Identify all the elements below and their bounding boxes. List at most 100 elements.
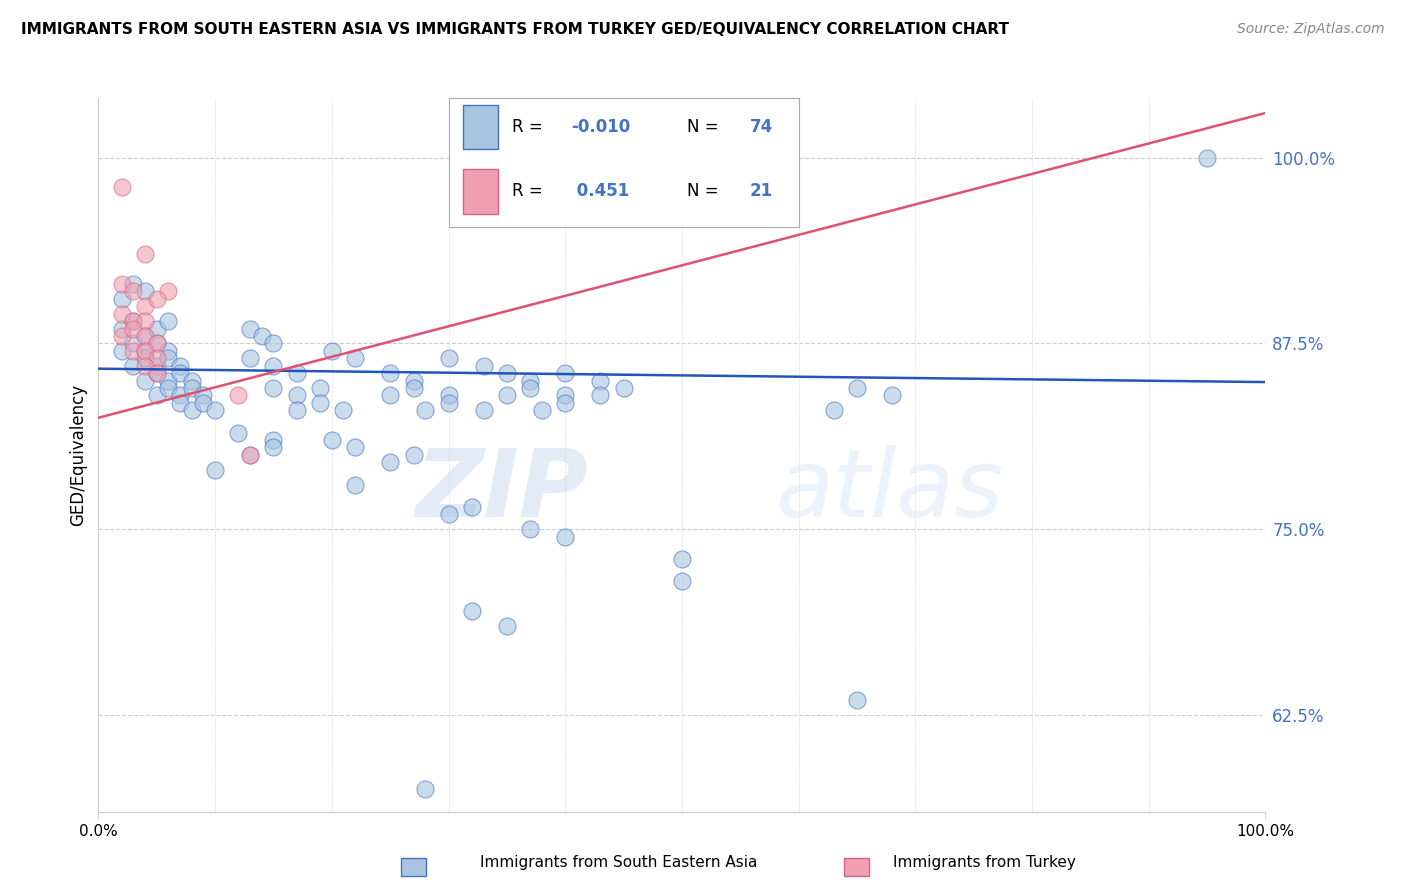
- Point: [250, 329, 273, 343]
- Point: [146, 366, 169, 380]
- Point: [262, 336, 284, 351]
- Point: [554, 366, 576, 380]
- Point: [134, 343, 156, 358]
- Point: [239, 448, 262, 462]
- Point: [472, 359, 495, 373]
- Point: [461, 604, 484, 618]
- Point: [134, 314, 156, 328]
- Point: [146, 388, 169, 402]
- Point: [309, 381, 332, 395]
- Point: [193, 396, 215, 410]
- Point: [437, 388, 460, 402]
- Point: [134, 285, 156, 299]
- Point: [262, 359, 284, 373]
- Point: [111, 321, 134, 335]
- Point: [472, 403, 495, 417]
- Point: [262, 433, 284, 447]
- Point: [146, 336, 169, 351]
- Point: [285, 366, 308, 380]
- Point: [122, 336, 145, 351]
- Point: [413, 782, 436, 797]
- Y-axis label: GED/Equivalency: GED/Equivalency: [69, 384, 87, 526]
- Point: [519, 374, 541, 388]
- Point: [378, 366, 402, 380]
- Point: [239, 321, 262, 335]
- Point: [157, 314, 180, 328]
- Point: [204, 463, 226, 477]
- Point: [146, 351, 169, 366]
- Point: [344, 441, 367, 455]
- Point: [180, 381, 202, 395]
- Point: [589, 388, 612, 402]
- Point: [157, 351, 180, 366]
- Point: [437, 508, 460, 522]
- Point: [530, 403, 553, 417]
- Point: [157, 381, 180, 395]
- Point: [134, 359, 156, 373]
- Point: [111, 180, 134, 194]
- Point: [111, 277, 134, 291]
- Point: [332, 403, 354, 417]
- Point: [671, 574, 693, 589]
- Point: [519, 381, 541, 395]
- Point: [402, 448, 425, 462]
- Point: [1195, 151, 1218, 165]
- Point: [157, 374, 180, 388]
- Point: [378, 388, 402, 402]
- Point: [134, 351, 156, 366]
- Point: [204, 403, 226, 417]
- Point: [111, 329, 134, 343]
- Point: [285, 403, 308, 417]
- Point: [413, 403, 436, 417]
- Point: [402, 374, 425, 388]
- Point: [321, 433, 343, 447]
- Text: ZIP: ZIP: [416, 444, 589, 537]
- Point: [437, 351, 460, 366]
- Point: [169, 388, 191, 402]
- Point: [134, 247, 156, 261]
- Point: [309, 396, 332, 410]
- Point: [134, 374, 156, 388]
- Point: [122, 359, 145, 373]
- Point: [111, 292, 134, 306]
- Point: [134, 343, 156, 358]
- Point: [519, 522, 541, 536]
- Point: [122, 314, 145, 328]
- Point: [554, 396, 576, 410]
- Point: [157, 285, 180, 299]
- Point: [146, 321, 169, 335]
- Point: [495, 388, 517, 402]
- Point: [157, 343, 180, 358]
- Point: [880, 388, 903, 402]
- Point: [344, 477, 367, 491]
- Point: [239, 448, 262, 462]
- Point: [495, 366, 517, 380]
- Point: [589, 374, 612, 388]
- Point: [146, 292, 169, 306]
- Point: [845, 381, 868, 395]
- Point: [180, 403, 202, 417]
- Point: [134, 329, 156, 343]
- Point: [262, 441, 284, 455]
- Point: [122, 343, 145, 358]
- Point: [169, 366, 191, 380]
- Point: [285, 388, 308, 402]
- Point: [402, 381, 425, 395]
- Text: Source: ZipAtlas.com: Source: ZipAtlas.com: [1237, 22, 1385, 37]
- Point: [378, 455, 402, 469]
- Point: [134, 299, 156, 313]
- Point: [169, 396, 191, 410]
- Point: [122, 314, 145, 328]
- Point: [122, 285, 145, 299]
- Point: [262, 381, 284, 395]
- Point: [146, 336, 169, 351]
- Point: [193, 388, 215, 402]
- Point: [228, 388, 250, 402]
- Point: [228, 425, 250, 440]
- Point: [180, 374, 202, 388]
- Point: [823, 403, 845, 417]
- Point: [146, 366, 169, 380]
- Point: [344, 351, 367, 366]
- Point: [671, 552, 693, 566]
- Text: Immigrants from Turkey: Immigrants from Turkey: [893, 855, 1076, 870]
